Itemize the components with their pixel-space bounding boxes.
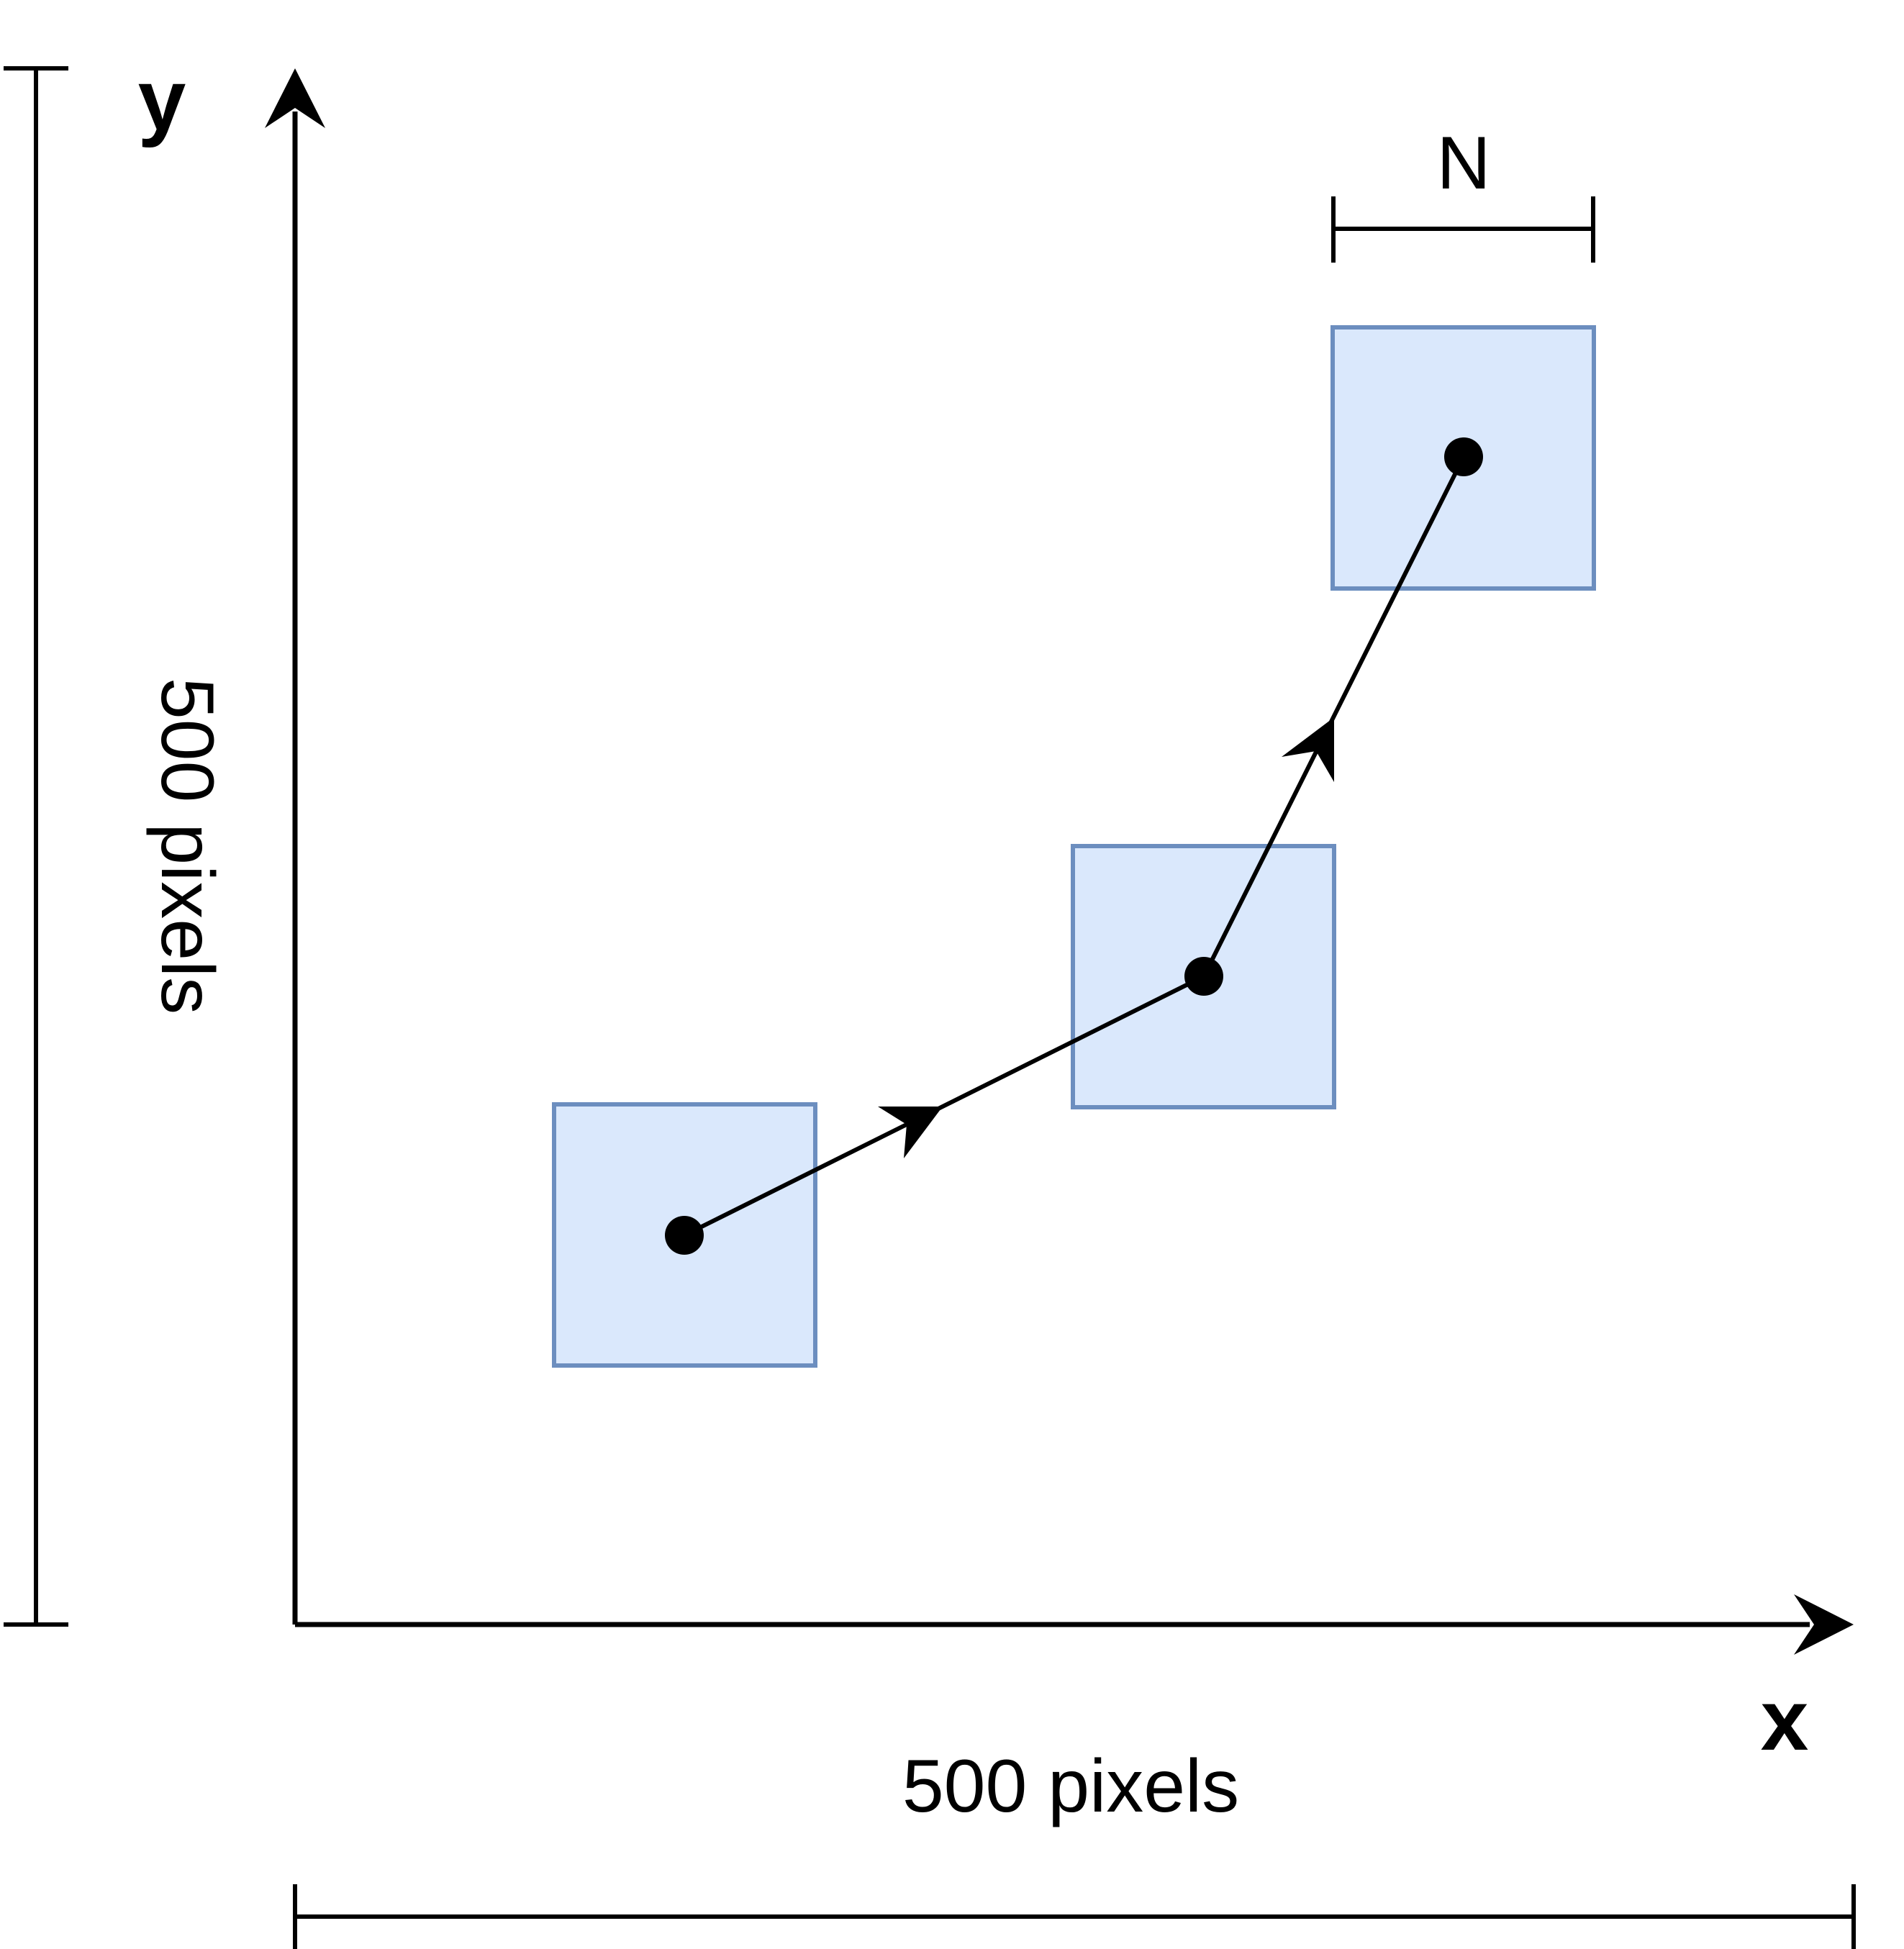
y-axis-arrowhead <box>265 68 325 128</box>
arrowhead-1 <box>878 1107 943 1158</box>
arrowhead-2 <box>1282 717 1334 782</box>
n-dimension-bracket <box>1331 196 1595 263</box>
point-2 <box>1184 957 1223 996</box>
point-3 <box>1444 437 1483 476</box>
box-size-label: N <box>1436 122 1490 205</box>
height-label: 500 pixels <box>145 678 229 1014</box>
width-label: 500 pixels <box>902 1745 1239 1828</box>
point-1 <box>665 1216 704 1255</box>
y-axis <box>265 68 325 1625</box>
x-axis <box>295 1594 1854 1655</box>
height-dimension-bracket <box>4 66 68 1627</box>
x-axis-label: x <box>1761 1672 1809 1768</box>
trajectory-arrow-2 <box>1202 455 1466 978</box>
trajectory-arrow-1 <box>683 974 1205 1237</box>
x-axis-arrowhead <box>1794 1594 1854 1655</box>
y-axis-label: y <box>138 52 186 148</box>
width-dimension-bracket <box>293 1884 1856 1949</box>
